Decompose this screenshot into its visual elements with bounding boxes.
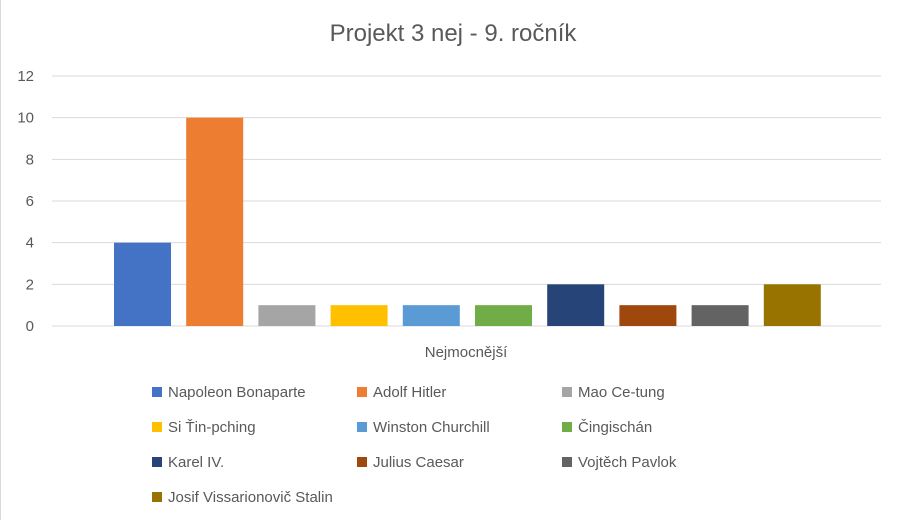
legend-item: Napoleon Bonaparte xyxy=(152,381,357,403)
bar-si-in-pching xyxy=(330,305,388,326)
legend-swatch xyxy=(152,457,162,467)
legend-swatch xyxy=(357,387,367,397)
bar-napoleon-bonaparte xyxy=(114,242,171,326)
bar-winston-churchill xyxy=(402,305,460,326)
y-axis-ticks: 0 2 4 6 8 10 12 xyxy=(17,68,34,335)
legend-label: Čingischán xyxy=(578,418,653,436)
y-tick-label: 6 xyxy=(26,193,34,210)
legend-label: Si Ťin-pching xyxy=(168,418,256,436)
legend: Napoleon Bonaparte Adolf Hitler Mao Ce-tun… xyxy=(152,381,767,521)
bar-julius-caesar xyxy=(619,305,677,326)
chart-border xyxy=(0,0,1,520)
legend-label: Josif Vissarionovič Stalin xyxy=(168,488,333,506)
legend-label: Julius Caesar xyxy=(373,453,464,471)
legend-label: Mao Ce-tung xyxy=(578,383,665,401)
legend-item: Winston Churchill xyxy=(357,416,562,438)
y-tick-label: 12 xyxy=(17,68,34,85)
bar-mao-ce-tung xyxy=(258,305,316,326)
legend-swatch xyxy=(152,422,162,432)
legend-label: Adolf Hitler xyxy=(373,383,447,401)
bar-karel-iv- xyxy=(547,284,605,326)
gridlines xyxy=(52,75,881,327)
legend-item: Adolf Hitler xyxy=(357,381,562,403)
y-tick-label: 10 xyxy=(17,110,34,127)
y-tick-label: 4 xyxy=(26,235,34,252)
legend-label: Winston Churchill xyxy=(373,418,490,436)
legend-item: Julius Caesar xyxy=(357,451,562,473)
legend-swatch xyxy=(357,457,367,467)
legend-swatch xyxy=(562,422,572,432)
legend-item: Vojtěch Pavlok xyxy=(562,451,767,473)
bars xyxy=(114,117,821,327)
y-tick-label: 0 xyxy=(26,318,34,335)
y-tick-label: 2 xyxy=(26,276,34,293)
y-tick-label: 8 xyxy=(26,151,34,168)
x-axis-label: Nejmocnější xyxy=(425,344,508,361)
legend-swatch xyxy=(562,457,572,467)
bar-adolf-hitler xyxy=(186,117,244,327)
legend-item: Mao Ce-tung xyxy=(562,381,767,403)
bar-josif-vissarionovi-stalin xyxy=(763,284,821,326)
legend-swatch xyxy=(357,422,367,432)
bar--ingisch-n xyxy=(475,305,532,326)
legend-item: Josif Vissarionovič Stalin xyxy=(152,486,357,508)
legend-item: Čingischán xyxy=(562,416,767,438)
chart-title: Projekt 3 nej - 9. ročník xyxy=(330,20,578,47)
legend-item: Si Ťin-pching xyxy=(152,416,357,438)
legend-swatch xyxy=(152,387,162,397)
legend-label: Napoleon Bonaparte xyxy=(168,383,306,401)
legend-label: Vojtěch Pavlok xyxy=(578,453,677,471)
legend-swatch xyxy=(562,387,572,397)
legend-item: Karel IV. xyxy=(152,451,357,473)
legend-label: Karel IV. xyxy=(168,453,225,471)
bar-vojt-ch-pavlok xyxy=(691,305,749,326)
legend-swatch xyxy=(152,492,162,502)
